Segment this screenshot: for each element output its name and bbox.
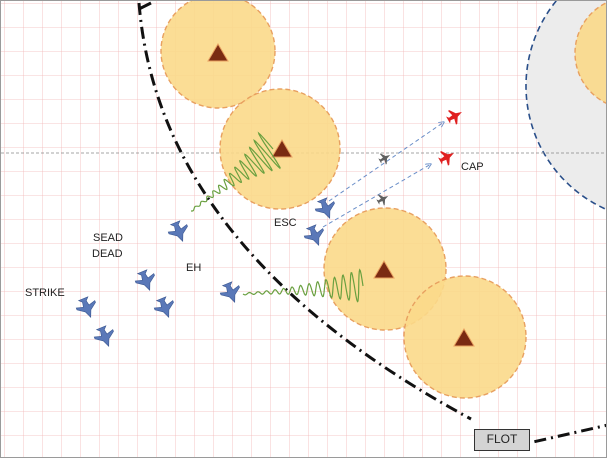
- sam-site-icon: [271, 139, 293, 158]
- esc-label: ESC: [274, 217, 297, 229]
- sam-site-icon: [373, 260, 395, 279]
- sead-label: SEAD: [93, 232, 123, 244]
- flot-label: FLOT: [474, 429, 530, 451]
- sam-site-icon: [207, 43, 229, 62]
- intercept-vector: [328, 122, 444, 202]
- dead-label: DEAD: [92, 248, 123, 260]
- flot-boundary-line: [137, 2, 472, 421]
- jamming-wave: [242, 268, 364, 303]
- eh-label: EH: [186, 262, 202, 274]
- flot-boundary-line: [138, 1, 152, 11]
- cap-label: CAP: [461, 161, 484, 173]
- flot-boundary-line: [510, 423, 606, 449]
- jamming-wave: [191, 131, 281, 212]
- strike-label: STRIKE: [25, 287, 65, 299]
- sam-site-icon: [453, 328, 475, 347]
- threat-ring-5: [574, 2, 606, 104]
